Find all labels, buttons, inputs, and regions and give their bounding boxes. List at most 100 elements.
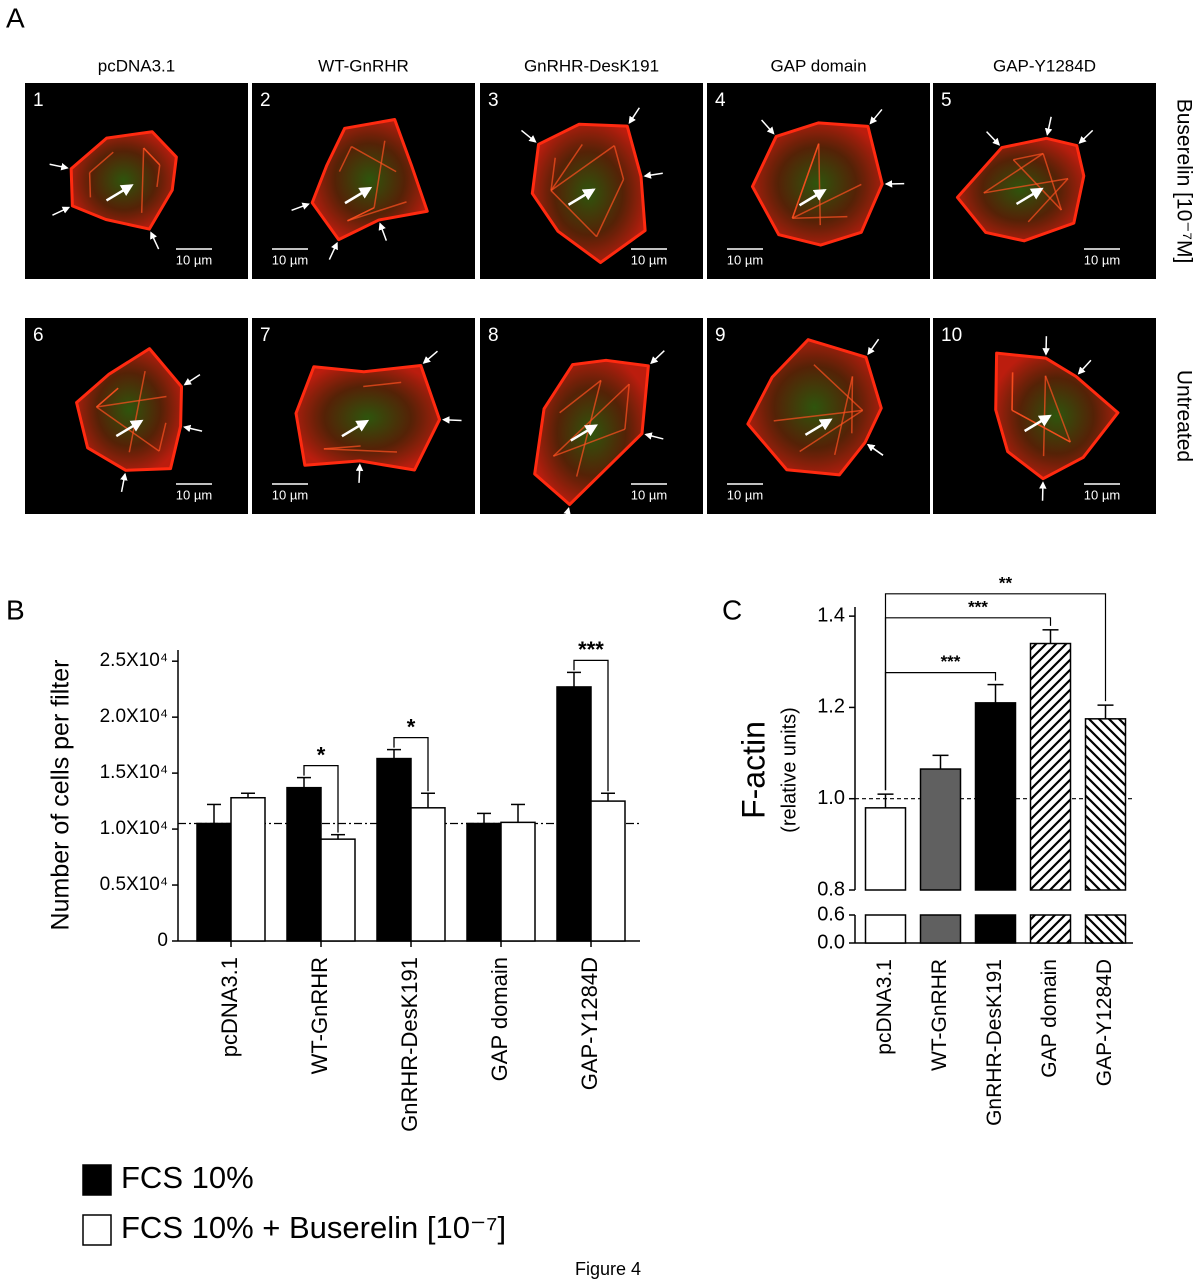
- x-tick-label: GnRHR-DesK191: [397, 957, 422, 1132]
- arrow: [867, 444, 884, 456]
- arrow: [1077, 359, 1092, 375]
- arrow: [105, 184, 134, 202]
- stress-fiber: [550, 143, 583, 191]
- bar: [376, 757, 412, 942]
- stress-fiber: [983, 152, 1044, 194]
- y-tick-label: 1.0: [817, 787, 845, 809]
- arrow: [798, 188, 827, 207]
- stress-fiber: [156, 164, 161, 188]
- bar: [286, 786, 322, 942]
- stress-fiber: [347, 201, 407, 222]
- stress-fiber: [351, 145, 397, 173]
- y-tick-label: 1.5X10⁴: [100, 762, 168, 783]
- stress-fiber: [550, 157, 556, 191]
- bar-lower: [1029, 914, 1072, 944]
- arrow: [1044, 116, 1053, 136]
- stress-fiber: [140, 147, 145, 213]
- arrow: [520, 129, 537, 143]
- arrow: [355, 463, 364, 483]
- x-tick-label: GAP domain: [487, 957, 512, 1081]
- figure-caption: Figure 4: [575, 1259, 641, 1279]
- scale-label: 10 µm: [272, 252, 308, 267]
- scale-label: 10 µm: [727, 487, 763, 502]
- cell: [955, 136, 1086, 243]
- arrow: [328, 241, 338, 260]
- stress-fiber: [799, 409, 864, 453]
- legend-label: FCS 10%: [121, 1160, 254, 1195]
- significance-label: **: [999, 573, 1013, 592]
- stress-fiber: [851, 376, 854, 434]
- stress-fiber: [1044, 375, 1072, 443]
- arrow: [628, 107, 640, 125]
- stress-fiber: [143, 147, 161, 166]
- panel-number: 10: [941, 325, 962, 346]
- column-title: WT-GnRHR: [318, 56, 409, 75]
- row-label: Untreated: [1172, 370, 1195, 462]
- x-tick-label: WT-GnRHR: [928, 959, 951, 1071]
- legend-swatch: [82, 1214, 112, 1246]
- arrow: [183, 424, 203, 433]
- scale-label: 10 µm: [176, 252, 212, 267]
- stress-fiber: [559, 379, 602, 414]
- stress-fiber: [553, 428, 626, 457]
- arrow: [378, 222, 388, 241]
- scale-label: 10 µm: [1084, 487, 1120, 502]
- bar: [230, 796, 266, 942]
- arrow: [1078, 129, 1094, 144]
- bar: [590, 800, 626, 942]
- arrow: [344, 186, 373, 205]
- arrow: [643, 171, 663, 179]
- stress-fiber: [550, 190, 598, 238]
- arrow: [570, 424, 598, 442]
- stress-fiber: [817, 143, 822, 226]
- arrow: [761, 119, 775, 135]
- panel-number: 1: [33, 90, 44, 111]
- stress-fiber: [595, 179, 625, 237]
- stress-fiber: [338, 146, 353, 172]
- y-axis-label: F-actin: [735, 721, 771, 819]
- stress-fiber: [552, 383, 630, 457]
- arrow: [150, 231, 160, 250]
- panel-number: 2: [260, 90, 271, 111]
- y-tick-label: 0.8: [817, 878, 845, 900]
- panel-label: C: [722, 594, 742, 625]
- bar: [196, 822, 232, 942]
- panel-number: 9: [715, 325, 726, 346]
- x-tick-label: GAP-Y1284D: [1093, 959, 1116, 1086]
- y-axis-sublabel: (relative units): [778, 707, 800, 833]
- panel-number: 5: [941, 90, 952, 111]
- arrow: [567, 188, 596, 206]
- arrow: [867, 338, 880, 356]
- column-title: GAP-Y1284D: [993, 56, 1096, 75]
- bar-lower: [919, 914, 962, 944]
- cell: [294, 363, 442, 472]
- significance-label: ***: [941, 652, 961, 671]
- bar-lower: [974, 914, 1017, 944]
- stress-fiber: [373, 140, 386, 208]
- column-title: pcDNA3.1: [98, 56, 175, 75]
- arrow: [183, 374, 201, 386]
- x-tick-label: GnRHR-DesK191: [983, 959, 1006, 1126]
- arrow: [120, 472, 128, 493]
- significance-label: ***: [578, 637, 604, 662]
- stress-fiber: [128, 370, 146, 453]
- stress-fiber: [1027, 178, 1069, 223]
- bar: [1084, 718, 1127, 891]
- stress-fiber: [363, 381, 402, 388]
- stress-fiber: [158, 422, 167, 452]
- y-tick-label: 1.4: [817, 604, 845, 626]
- stress-fiber: [88, 172, 92, 198]
- significance-bracket: [393, 736, 429, 792]
- x-tick-label: pcDNA3.1: [873, 959, 896, 1055]
- significance-bracket: [303, 764, 339, 833]
- x-tick-label: GAP domain: [1038, 959, 1061, 1078]
- bar: [974, 702, 1017, 891]
- scale-label: 10 µm: [272, 487, 308, 502]
- arrow: [869, 108, 883, 125]
- stress-fiber: [792, 183, 862, 219]
- cell: [746, 338, 883, 477]
- bar: [410, 807, 446, 942]
- stress-fiber: [791, 143, 820, 219]
- legend-label: FCS 10% + Buserelin [10⁻⁷]: [121, 1210, 506, 1245]
